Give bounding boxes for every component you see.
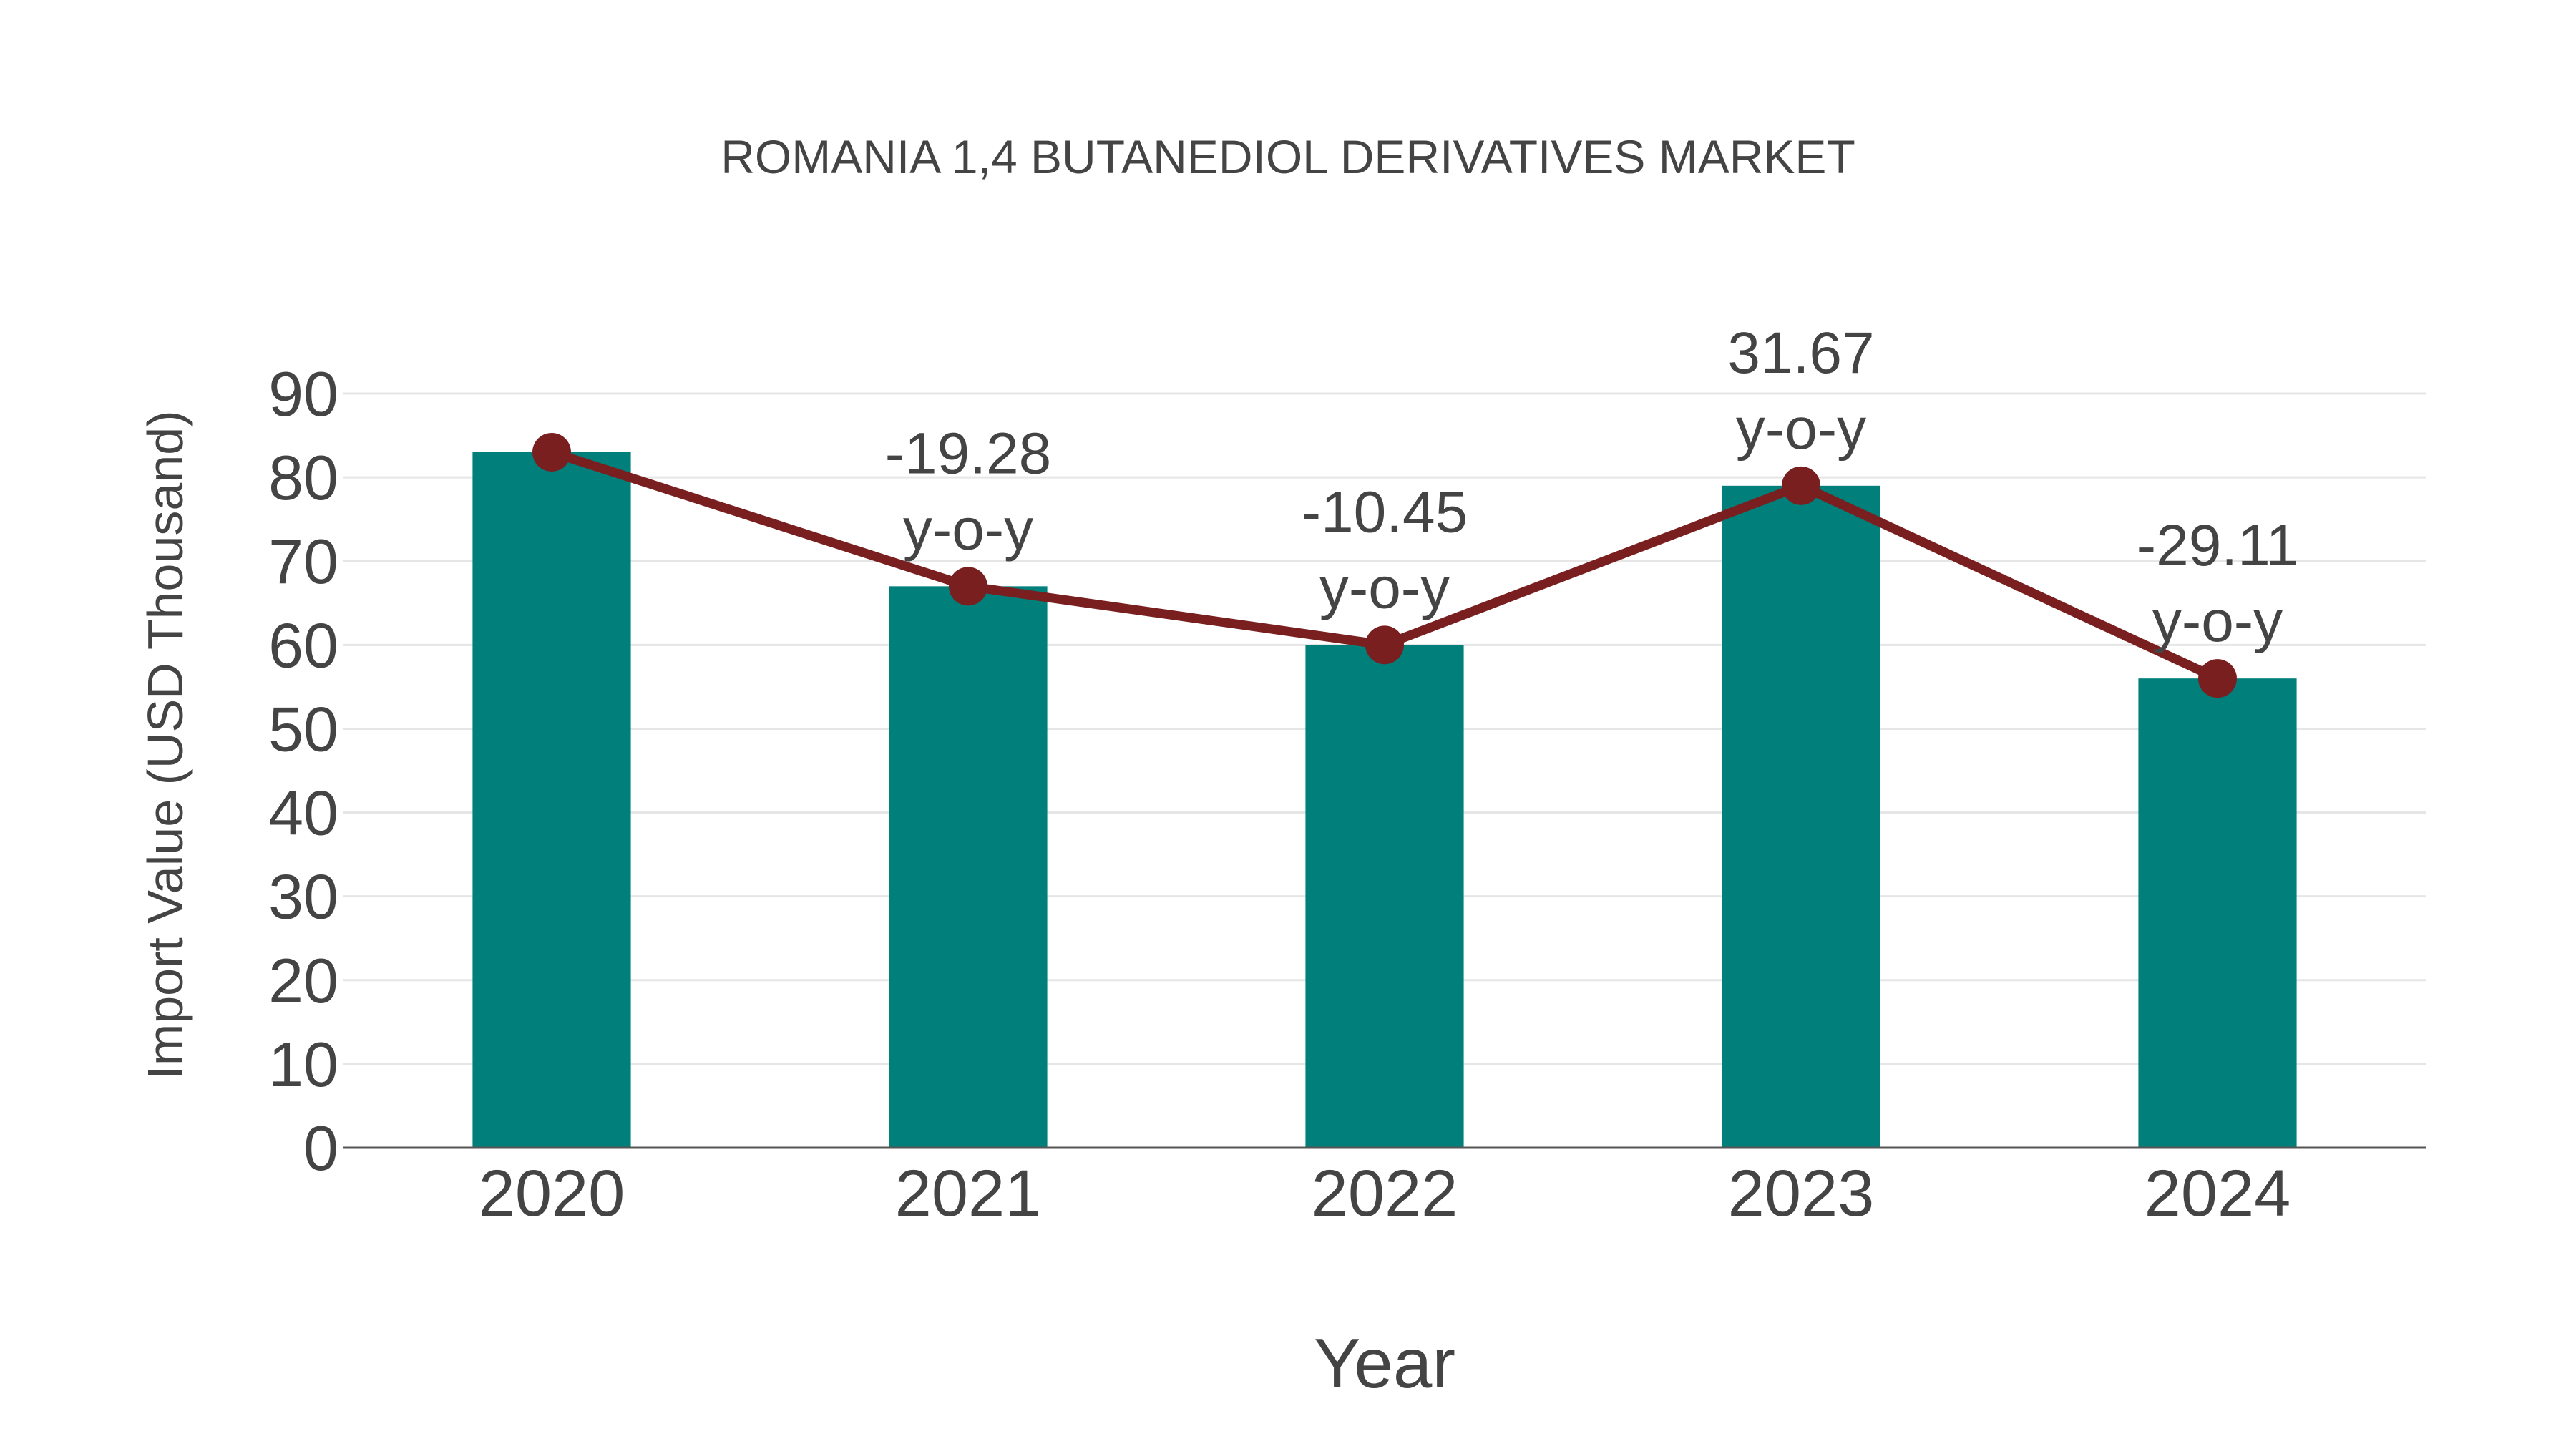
chart-title: ROMANIA 1,4 BUTANEDIOL DERIVATIVES MARKE…	[721, 130, 1855, 183]
y-tick-label: 80	[268, 442, 338, 513]
marker-2023	[1782, 466, 1820, 505]
line-series	[532, 432, 2237, 698]
bar-2021	[889, 586, 1048, 1148]
x-axis-title: Year	[1313, 1324, 1456, 1402]
y-axis-title: Import Value (USD Thousand)	[137, 410, 193, 1080]
yoy-suffix-label: y-o-y	[1319, 555, 1450, 620]
x-axis-ticks: 2020 2021 2022 2023 2024	[479, 1157, 2291, 1230]
yoy-annotations: -19.28 y-o-y -10.45 y-o-y 31.67 y-o-y -29.11 y-…	[885, 321, 2298, 654]
y-axis-ticks: 0 10 20 30 40 50 60 70 80 90	[268, 358, 338, 1184]
bar-2022	[1305, 645, 1464, 1148]
bar-2023	[1722, 485, 1880, 1148]
bar-2020	[472, 452, 631, 1148]
y-tick-label: 10	[268, 1029, 338, 1100]
y-tick-label: 50	[268, 693, 338, 764]
y-tick-label: 70	[268, 526, 338, 597]
yoy-suffix-label: y-o-y	[2152, 589, 2283, 654]
x-tick-label: 2023	[1728, 1157, 1875, 1230]
marker-2021	[949, 567, 987, 606]
y-tick-label: 90	[268, 358, 338, 429]
y-tick-label: 0	[303, 1113, 338, 1184]
bar-series	[472, 452, 2297, 1148]
y-tick-label: 30	[268, 862, 338, 932]
y-tick-label: 20	[268, 945, 338, 1016]
yoy-value-label: -10.45	[1302, 479, 1468, 545]
yoy-suffix-label: y-o-y	[903, 497, 1033, 562]
yoy-value-label: 31.67	[1727, 321, 1874, 386]
y-tick-label: 60	[268, 610, 338, 680]
marker-2022	[1365, 625, 1404, 665]
x-tick-label: 2024	[2145, 1157, 2291, 1230]
bar-2024	[2138, 678, 2297, 1148]
yoy-value-label: -19.28	[885, 421, 1052, 486]
x-tick-label: 2021	[895, 1157, 1042, 1230]
y-tick-label: 40	[268, 778, 338, 849]
yoy-suffix-label: y-o-y	[1736, 396, 1866, 462]
x-tick-label: 2022	[1312, 1157, 1458, 1230]
marker-2024	[2198, 659, 2237, 698]
marker-2020	[532, 432, 571, 472]
x-tick-label: 2020	[479, 1157, 625, 1230]
yoy-value-label: -29.11	[2137, 513, 2298, 578]
